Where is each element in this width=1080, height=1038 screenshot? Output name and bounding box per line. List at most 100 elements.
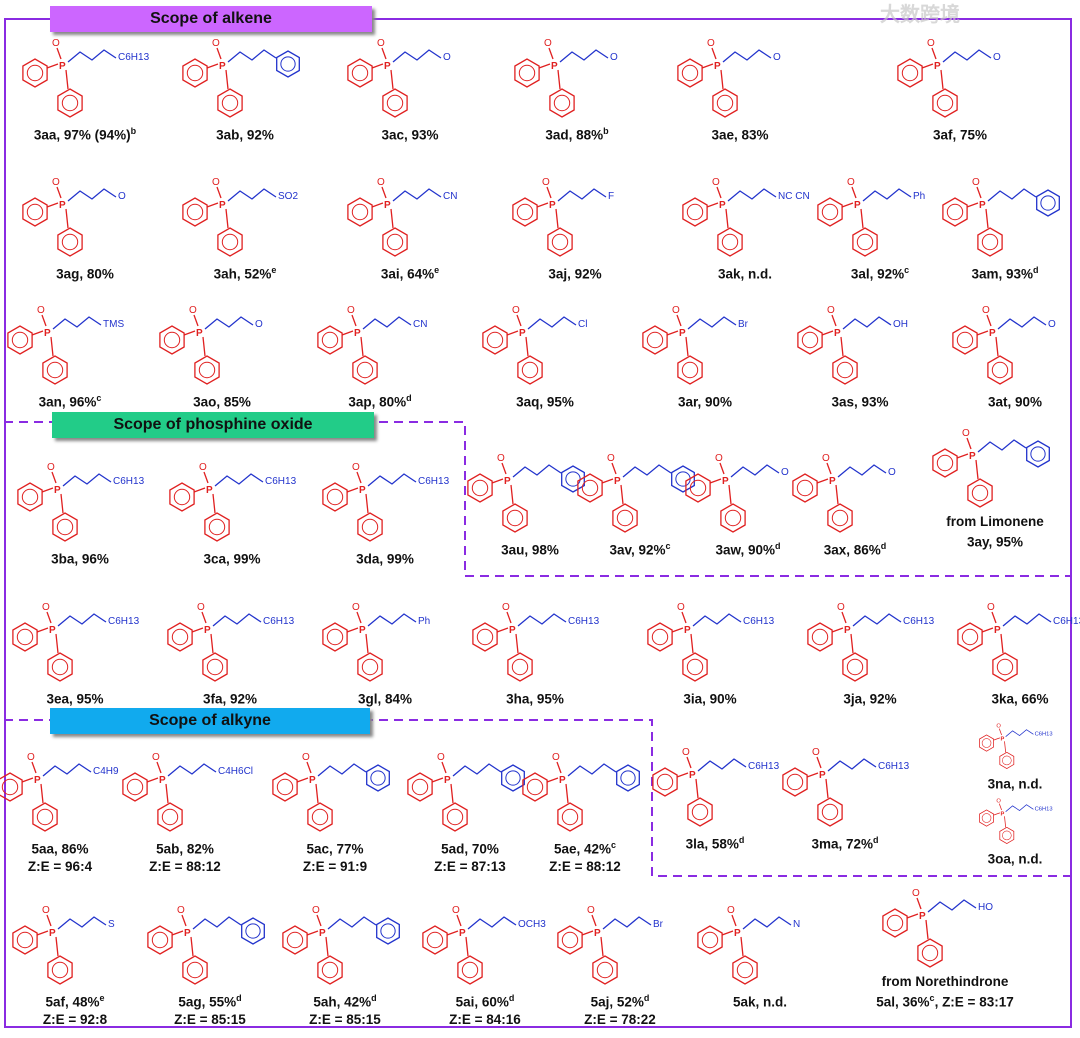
oxygen-atom: O	[996, 798, 1001, 804]
compound-yield-label: 3aj, 92%	[500, 262, 650, 283]
structure-svg: P O C6H13	[17, 462, 145, 542]
oxygen-atom: O	[927, 38, 935, 49]
oxygen-atom: O	[452, 905, 460, 916]
substituent-label: C6H13	[903, 616, 935, 627]
structure-svg: P O C4H9	[0, 752, 119, 832]
yield-text: 3au, 98%	[501, 542, 559, 558]
oxygen-atom: O	[682, 747, 690, 758]
substituent-label: Cl	[578, 319, 587, 330]
footnote-marker: d	[1033, 265, 1039, 275]
structure-svg: PO	[577, 453, 695, 533]
phosphorus-atom: P	[722, 476, 729, 487]
substituent-label: NC CN	[778, 191, 810, 202]
compound-yield-label: 3ka, 66%	[945, 687, 1080, 708]
ze-ratio: Z:E = 87:13	[434, 858, 506, 874]
substituent-label: CN	[443, 191, 457, 202]
substituent-label: Ph	[418, 616, 430, 627]
compound-yield-label: 3ao, 85%	[147, 390, 297, 411]
compound-3ai: P O CN 3ai, 64%e	[335, 167, 485, 283]
compound-yield-label: 5aj, 52%d	[545, 990, 695, 1011]
phosphorus-atom: P	[551, 61, 558, 72]
phosphorus-atom: P	[54, 485, 61, 496]
substituent-label: HO	[978, 902, 993, 913]
oxygen-atom: O	[677, 602, 685, 613]
phosphorus-atom: P	[44, 328, 51, 339]
yield-text: 3an, 96%	[38, 394, 97, 410]
phosphorus-atom: P	[679, 328, 686, 339]
compound-yield-label: 5ae, 42%c	[510, 837, 660, 858]
yield-text: 3ae, 83%	[711, 127, 769, 143]
phosphorus-atom: P	[159, 775, 166, 786]
phosphorus-atom: P	[559, 775, 566, 786]
compound-yield-label: 5ad, 70%	[395, 837, 545, 858]
oxygen-atom: O	[312, 905, 320, 916]
yield-text: 3ay, 95%	[966, 534, 1024, 550]
compound-5ah: P O 5ah, 42%d Z:E = 85:15	[270, 895, 420, 1028]
substituent-label: C6H13	[1034, 807, 1052, 813]
yield-text: 5ag, 55%	[178, 994, 237, 1010]
structure-svg: PO	[147, 905, 265, 985]
yield-text: 3ac, 93%	[381, 127, 439, 143]
phosphorus-atom: P	[184, 928, 191, 939]
phosphorus-atom: P	[219, 61, 226, 72]
compound-yield-label: 3ha, 95%	[460, 687, 610, 708]
compound-3ab: P O 3ab, 92%	[170, 28, 320, 144]
compound-3ah: P O SO2 3ah, 52%e	[170, 167, 320, 283]
phosphorus-atom: P	[504, 476, 511, 487]
footnote-marker: c	[665, 541, 671, 551]
footnote-marker: e	[99, 993, 105, 1003]
phosphorus-atom: P	[204, 625, 211, 636]
compound-3av: P O 3av, 92%c	[565, 443, 715, 559]
structure-svg: P O NC CN	[682, 177, 810, 257]
compound-3ka: P O C6H13 3ka, 66%	[945, 592, 1080, 708]
phosphorus-atom: P	[819, 770, 826, 781]
substituent-label: O	[255, 319, 263, 330]
compound-yield-label: 5aa, 86%	[0, 837, 135, 858]
oxygen-atom: O	[512, 305, 520, 316]
compound-yield-label: 3av, 92%c	[565, 538, 715, 559]
oxygen-atom: O	[542, 177, 550, 188]
structure-svg: P O O	[514, 38, 618, 118]
compound-yield-label: 3an, 96%c	[0, 390, 145, 411]
phosphorus-atom: P	[844, 625, 851, 636]
substituent-label: O	[993, 52, 1001, 63]
phosphorus-atom: P	[206, 485, 213, 496]
compound-yield-label: 3al, 92%c	[805, 262, 955, 283]
oxygen-atom: O	[715, 453, 723, 464]
yield-text: 3ad, 88%	[545, 127, 604, 143]
footnote-marker: c	[904, 265, 910, 275]
phosphorus-atom: P	[714, 61, 721, 72]
compound-3as: P O OH 3as, 93%	[785, 295, 935, 411]
substituent-label: C4H9	[93, 766, 119, 777]
compound-5ac: P O 5ac, 77% Z:E = 91:9	[260, 742, 410, 875]
oxygen-atom: O	[27, 752, 35, 763]
phosphorus-atom: P	[994, 625, 1001, 636]
phosphorus-atom: P	[354, 328, 361, 339]
yield-text: 3ia, 90%	[683, 691, 737, 707]
ze-ratio: Z:E = 85:15	[174, 1011, 246, 1027]
compound-yield-label: 3ak, n.d.	[670, 262, 820, 283]
oxygen-atom: O	[302, 752, 310, 763]
substituent-label: C6H13	[108, 616, 140, 627]
oxygen-atom: O	[42, 602, 50, 613]
compound-5ak: P O N 5ak, n.d.	[685, 895, 835, 1011]
compound-yield-label: 3ax, 86%d	[780, 538, 930, 559]
oxygen-atom: O	[982, 305, 990, 316]
compound-yield-label: 3as, 93%	[785, 390, 935, 411]
compound-3ja: P O C6H13 3ja, 92%	[795, 592, 945, 708]
oxygen-atom: O	[497, 453, 505, 464]
compound-yield-label: 5ag, 55%d	[135, 990, 285, 1011]
compound-yield-label: 3fa, 92%	[155, 687, 305, 708]
oxygen-atom: O	[837, 602, 845, 613]
phosphorus-atom: P	[59, 61, 66, 72]
oxygen-atom: O	[587, 905, 595, 916]
substituent-label: C6H13	[743, 616, 775, 627]
footnote-marker: d	[643, 993, 650, 1003]
structure-svg: P O C4H6Cl	[122, 752, 253, 832]
yield-text: 3na, n.d.	[987, 776, 1043, 792]
substituent-label: CN	[413, 319, 427, 330]
phosphorus-atom: P	[309, 775, 316, 786]
oxygen-atom: O	[912, 888, 920, 899]
structure-svg: PO	[182, 38, 300, 118]
oxygen-atom: O	[552, 752, 560, 763]
